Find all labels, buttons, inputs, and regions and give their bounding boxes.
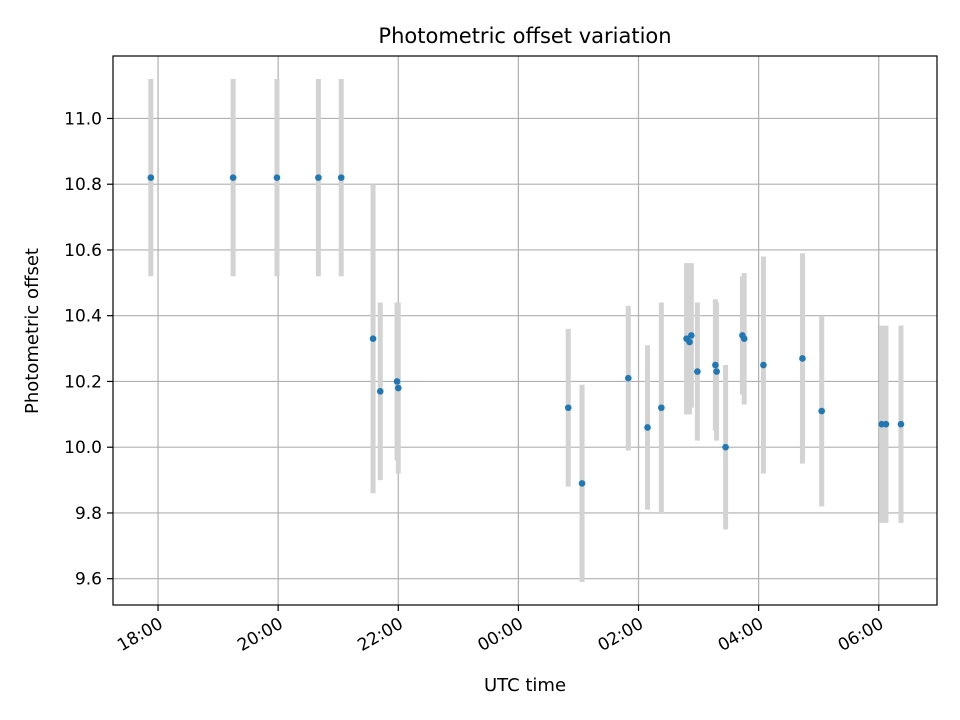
data-point (713, 368, 720, 375)
x-tick-label: 20:00 (234, 614, 286, 656)
data-point (393, 378, 401, 385)
x-tick-label: 22:00 (354, 614, 406, 656)
x-axis-ticks: 18:00 20:00 22:00 00:00 02:00 04:00 06:00 (114, 605, 887, 656)
data-point (712, 361, 719, 369)
data-point (564, 404, 572, 412)
plot-area-frame (112, 55, 938, 606)
y-tick-label: 9.6 (75, 570, 102, 590)
data-point (882, 420, 890, 428)
data-point (799, 355, 806, 362)
grid-lines (113, 56, 937, 605)
data-point (394, 384, 402, 392)
y-tick-label: 11.0 (64, 109, 102, 129)
data-point (315, 174, 322, 181)
data-points (147, 174, 905, 487)
y-tick-label: 10.0 (64, 438, 102, 458)
y-tick-label: 10.8 (64, 175, 102, 195)
data-point (686, 338, 693, 346)
x-tick-label: 02:00 (595, 614, 647, 656)
data-point (694, 368, 701, 375)
data-point (273, 174, 281, 181)
data-point (897, 420, 905, 428)
x-axis-label: UTC time (484, 675, 566, 696)
x-tick-label: 00:00 (474, 614, 526, 656)
data-point (644, 424, 651, 431)
x-tick-label: 18:00 (114, 614, 166, 656)
y-tick-label: 10.4 (64, 307, 102, 327)
data-point (578, 480, 586, 487)
data-point (229, 174, 237, 181)
data-point (818, 407, 825, 415)
x-tick-label: 04:00 (715, 614, 767, 656)
y-tick-label: 9.8 (75, 504, 102, 524)
data-point (740, 335, 748, 343)
x-tick-label: 06:00 (835, 614, 887, 656)
data-point (376, 388, 384, 395)
chart-title: Photometric offset variation (378, 24, 671, 48)
data-point (688, 332, 695, 339)
data-point (658, 404, 665, 412)
data-point (760, 361, 767, 369)
y-axis-label: Photometric offset (22, 248, 43, 414)
data-point (369, 335, 377, 343)
y-axis-ticks: 9.6 9.8 10.0 10.2 10.4 10.6 10.8 11.0 (64, 109, 113, 590)
data-point (625, 374, 632, 382)
data-point (722, 443, 729, 451)
error-bars (148, 79, 904, 582)
y-tick-label: 10.2 (64, 372, 102, 392)
data-point (147, 174, 155, 181)
data-point (337, 174, 345, 181)
y-tick-label: 10.6 (64, 241, 102, 261)
